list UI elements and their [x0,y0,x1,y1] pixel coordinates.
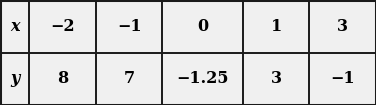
Text: 0: 0 [197,18,208,35]
Text: −2: −2 [50,18,75,35]
Text: 3: 3 [271,70,282,87]
Text: x: x [10,18,20,35]
Text: 8: 8 [57,70,68,87]
Text: −1.25: −1.25 [176,70,229,87]
Text: 7: 7 [124,70,135,87]
Text: 3: 3 [337,18,348,35]
Text: 1: 1 [271,18,282,35]
Text: y: y [10,70,19,87]
Text: −1: −1 [331,70,355,87]
Text: −1: −1 [117,18,141,35]
